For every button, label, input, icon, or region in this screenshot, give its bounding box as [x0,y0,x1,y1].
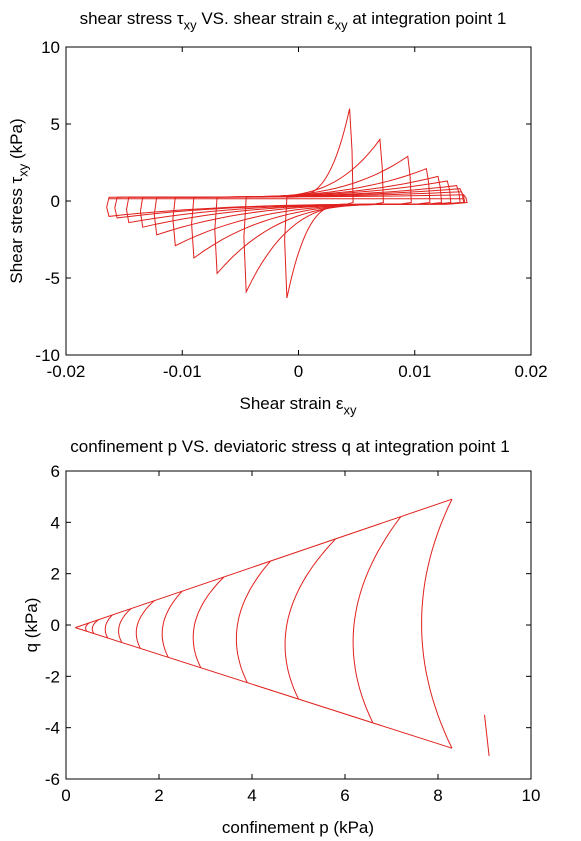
x-tick-label: 0 [294,362,303,381]
y-tick-label: 4 [51,513,60,532]
chart1-plot-area [66,47,531,355]
chart2-x-axis-label: confinement p (kPa) [222,818,374,837]
x-tick-label: 2 [154,786,163,805]
chart2-y-axis-label: q (kPa) [22,598,41,653]
y-tick-label: -4 [45,719,60,738]
y-tick-label: -6 [45,770,60,789]
x-tick-label: 0.01 [398,362,431,381]
y-tick-label: 5 [51,115,60,134]
y-tick-label: 0 [51,192,60,211]
x-tick-label: 10 [522,786,541,805]
y-tick-label: -10 [35,346,60,365]
x-tick-label: 6 [340,786,349,805]
x-tick-label: 0.02 [514,362,547,381]
chart2-plot-area [66,471,531,779]
x-tick-label: 4 [247,786,256,805]
x-tick-label: -0.01 [163,362,202,381]
chart2-title: confinement p VS. deviatoric stress q at… [70,437,509,456]
x-tick-label: 8 [433,786,442,805]
x-tick-label: 0 [61,786,70,805]
chart-confinement-vs-deviatoric: confinement p VS. deviatoric stress q at… [22,437,540,837]
y-tick-label: 0 [51,616,60,635]
y-tick-label: 10 [41,38,60,57]
y-tick-label: 6 [51,462,60,481]
y-tick-label: 2 [51,565,60,584]
y-tick-label: -2 [45,667,60,686]
y-tick-label: -5 [45,269,60,288]
